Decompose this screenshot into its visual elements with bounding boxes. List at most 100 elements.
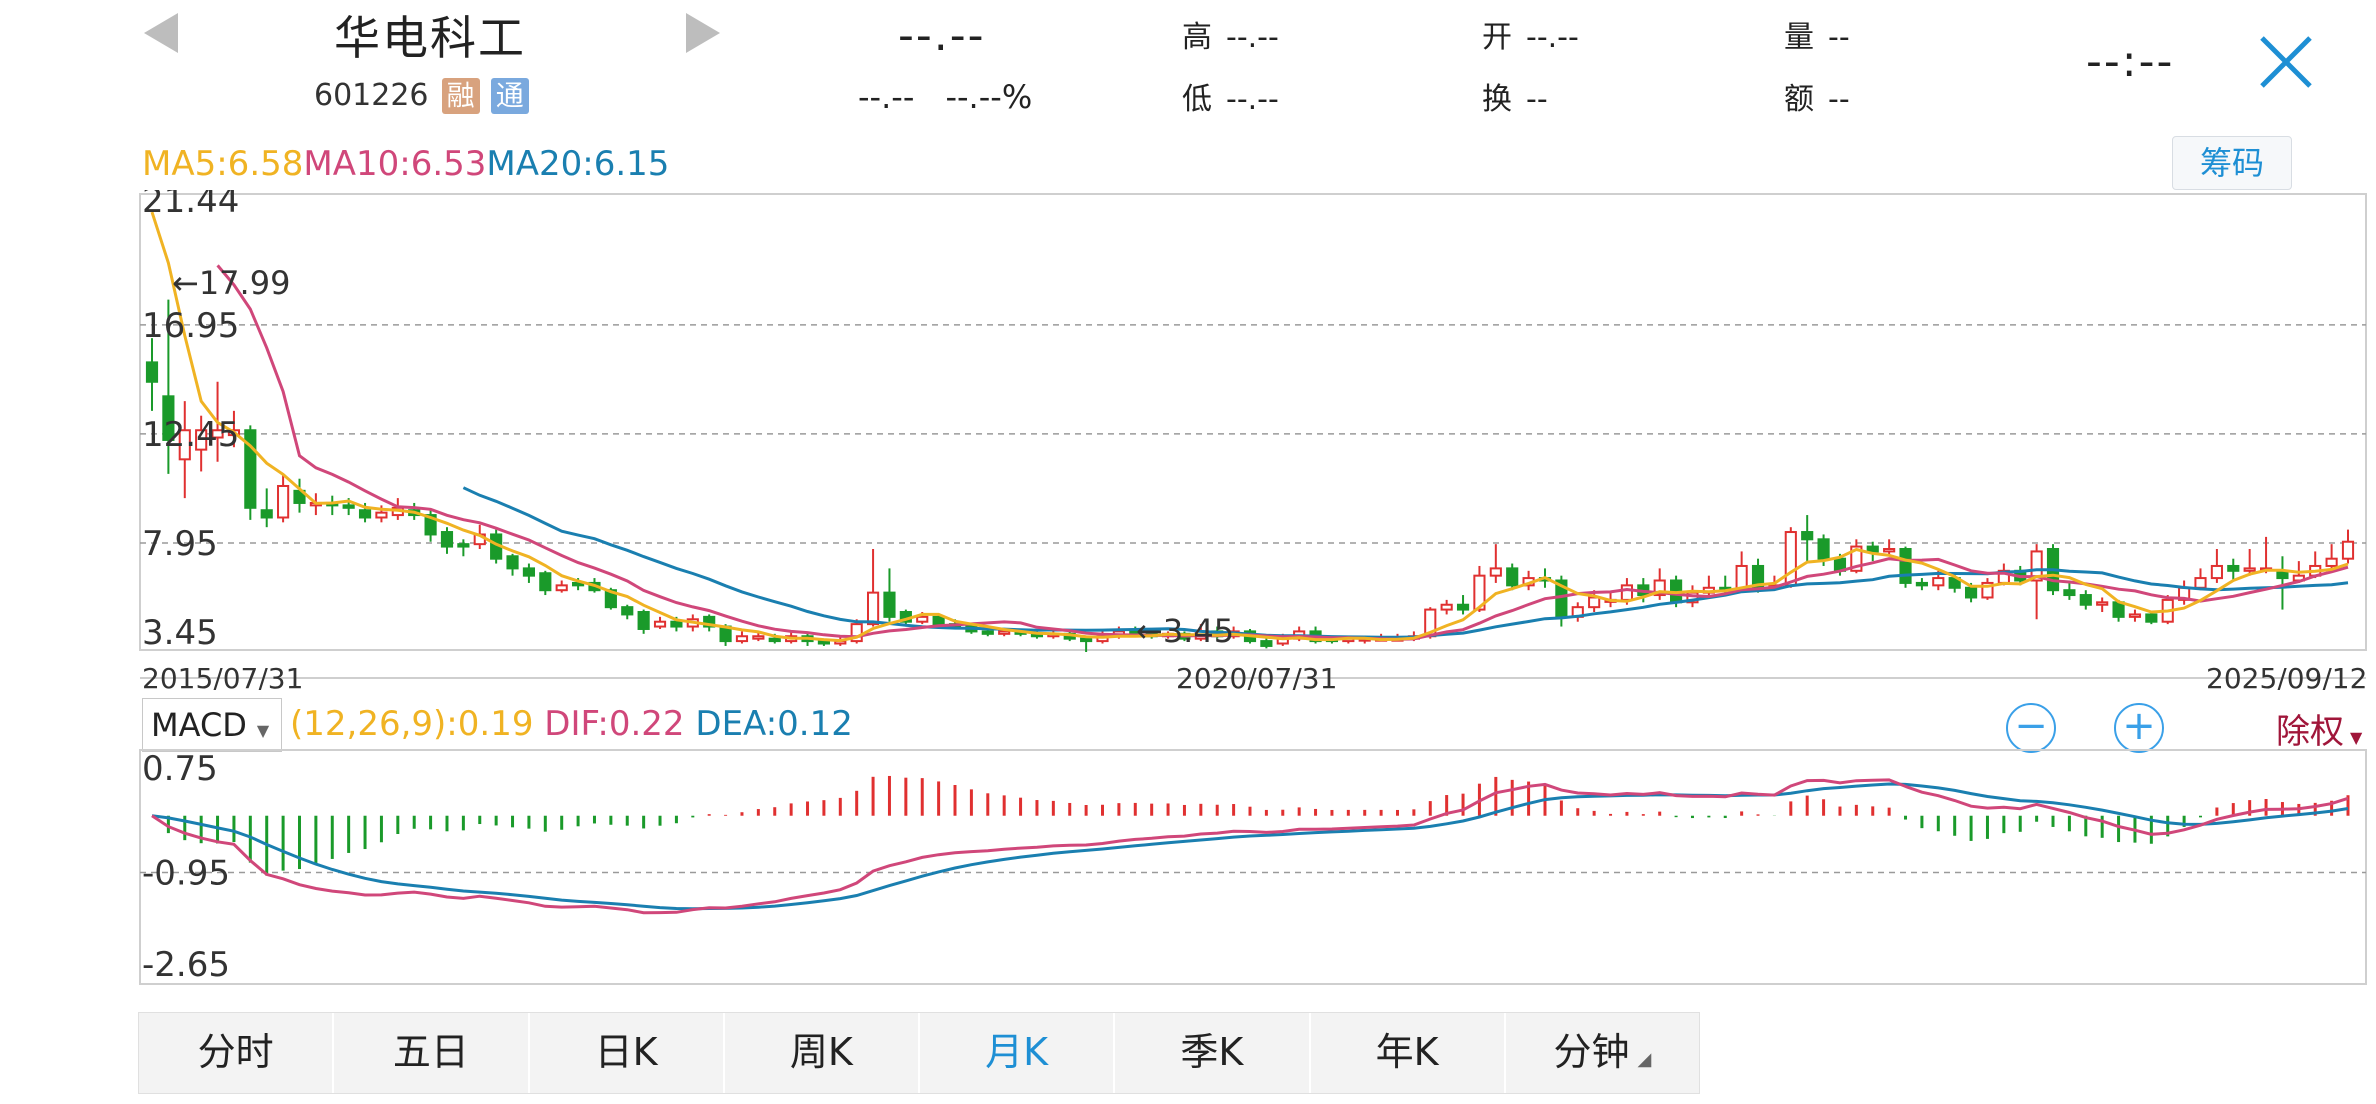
candle-body <box>850 623 863 643</box>
candle-body <box>506 555 519 570</box>
candle-body <box>1883 547 1896 553</box>
kline-y-label: 12.45 <box>142 415 239 455</box>
adjust-select[interactable]: 除权 ▼ <box>2276 704 2362 753</box>
candle-body <box>752 635 765 640</box>
kline-date-label: 2020/07/31 <box>1176 662 1337 690</box>
zoom-in-button[interactable]: + <box>2114 703 2164 753</box>
kline-y-label: 16.95 <box>142 306 239 346</box>
candle-body <box>637 611 650 630</box>
kline-chart[interactable]: 21.44 16.95 12.45 7.95 3.45 ←17.99 ←3.45 2015/0… <box>0 190 2376 690</box>
kline-date-label: 2015/07/31 <box>142 662 303 690</box>
quote-low: 低 --.-- <box>1182 74 1279 118</box>
stock-code-row: 601226 融 通 <box>314 78 529 114</box>
kline-high-marker: ←17.99 <box>172 264 290 302</box>
candle-body <box>1080 637 1093 643</box>
kline-y-label: 7.95 <box>142 524 218 564</box>
candle-body <box>2341 540 2355 560</box>
candle-body <box>703 615 716 628</box>
quote-turnover-value: -- <box>1526 82 1548 117</box>
chip-distribution-button[interactable]: 筹码 <box>2172 136 2292 190</box>
candle-body <box>2112 601 2125 618</box>
quote-amount-label: 额 <box>1784 82 1814 117</box>
ma20-line <box>462 486 2349 639</box>
macd-y-label: -2.65 <box>142 945 230 985</box>
kline-date-label: 2025/09/12 <box>2206 662 2367 690</box>
candle-body <box>1506 567 1519 587</box>
candle-body <box>195 429 208 451</box>
tab-monthly-k[interactable]: 月K <box>920 1013 1116 1093</box>
tab-five-day[interactable]: 五日 <box>334 1013 530 1093</box>
quote-high-label: 高 <box>1182 20 1212 55</box>
macd-y-label: -0.95 <box>142 853 230 893</box>
candle-body <box>2210 564 2223 580</box>
close-icon[interactable] <box>2258 34 2314 90</box>
candle-body <box>1801 531 1814 541</box>
macd-dea: DEA:0.12 <box>695 704 853 744</box>
candle-body <box>145 361 159 383</box>
macd-chart[interactable]: 0.75 -0.95 -2.65 <box>0 748 2376 988</box>
candle-body <box>1964 586 1978 599</box>
price-change: --.-- <box>858 78 915 116</box>
candle-body <box>1456 603 1470 611</box>
candle-body <box>457 543 470 548</box>
candle-body <box>539 572 552 592</box>
candle-body <box>2325 557 2338 567</box>
dropdown-caret-icon: ▼ <box>2350 728 2363 747</box>
candle-body <box>2145 613 2158 623</box>
ma10-line <box>216 264 2349 641</box>
tab-quarterly-k[interactable]: 季K <box>1115 1013 1311 1093</box>
current-price: --.-- <box>898 10 986 61</box>
candle-body <box>2194 577 2207 589</box>
quote-low-value: --.-- <box>1226 82 1279 117</box>
candle-body <box>1588 596 1601 609</box>
tab-yearly-k[interactable]: 年K <box>1311 1013 1506 1093</box>
tab-minute[interactable]: 分钟 ◢ <box>1506 1013 1699 1093</box>
quote-amount-value: -- <box>1828 82 1850 117</box>
macd-plot-frame <box>139 749 2367 985</box>
prev-stock-icon[interactable] <box>144 13 178 53</box>
tab-minute-label: 分钟 <box>1553 1030 1630 1074</box>
candle-body <box>653 620 667 628</box>
candle-body <box>1440 603 1453 611</box>
kline-low-marker: ←3.45 <box>1136 612 1234 650</box>
candle-body <box>375 511 388 519</box>
macd-dif: DIF:0.22 <box>544 704 685 744</box>
price-change-row: --.-- --.--% <box>858 78 1032 116</box>
candle-body <box>932 615 945 626</box>
quote-open: 开 --.-- <box>1482 12 1579 56</box>
zoom-out-button[interactable]: − <box>2006 703 2056 753</box>
candle-body <box>1915 581 1928 587</box>
candle-body <box>1850 545 1863 572</box>
candle-body <box>1981 581 1994 599</box>
candle-body <box>866 591 880 626</box>
candle-body <box>817 640 830 645</box>
candle-body <box>522 567 536 577</box>
tab-daily-k[interactable]: 日K <box>530 1013 725 1093</box>
indicator-select-label: MACD <box>151 706 247 744</box>
tab-intraday[interactable]: 分时 <box>139 1013 335 1093</box>
candle-body <box>1817 538 1830 560</box>
candle-body <box>981 630 994 635</box>
macd-dea-line <box>151 782 2349 911</box>
quote-open-value: --.-- <box>1526 20 1579 55</box>
macd-dif-line <box>151 778 2349 915</box>
candle-body <box>2096 601 2109 606</box>
quote-open-label: 开 <box>1482 20 1512 55</box>
stock-name: 华电科工 <box>334 11 526 65</box>
clock: --:-- <box>2086 36 2175 87</box>
candle-body <box>2227 564 2240 572</box>
next-stock-icon[interactable] <box>686 13 720 53</box>
candle-body <box>1620 584 1634 601</box>
candle-body <box>1932 577 1945 587</box>
candle-body <box>1899 547 1912 584</box>
candle-body <box>621 606 634 616</box>
candle-body <box>1866 545 1879 553</box>
indicator-select[interactable]: MACD ▼ <box>142 698 282 752</box>
candle-body <box>1473 574 1486 611</box>
candle-body <box>1784 531 1797 587</box>
candle-body <box>162 395 175 441</box>
ma5-line <box>150 211 2349 643</box>
quote-volume: 量 -- <box>1784 12 1850 56</box>
tab-weekly-k[interactable]: 周K <box>725 1013 920 1093</box>
quote-volume-value: -- <box>1828 20 1850 55</box>
